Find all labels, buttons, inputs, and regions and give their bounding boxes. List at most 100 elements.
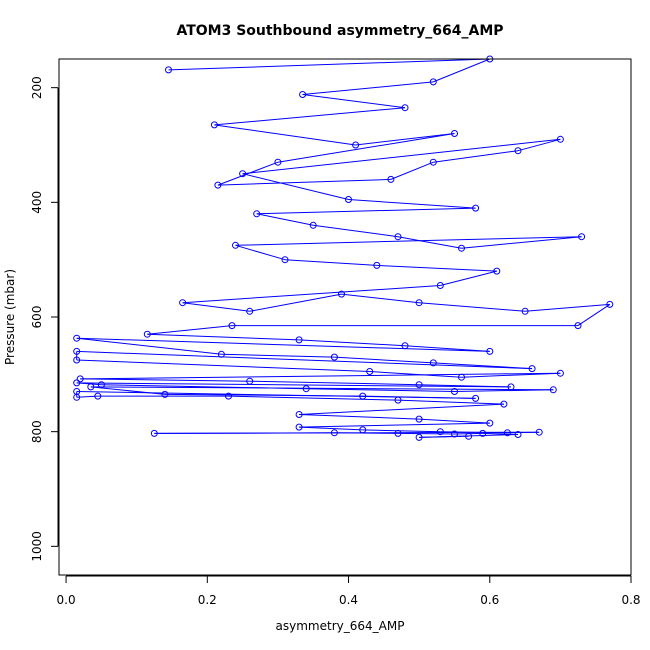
data-point [521, 307, 529, 315]
data-point [228, 322, 236, 330]
series-segment [76, 391, 476, 399]
data-point [210, 121, 218, 129]
data-point [179, 299, 187, 307]
series-segment [214, 107, 406, 126]
data-point [472, 394, 480, 402]
series-segment [249, 380, 420, 386]
data-point [274, 158, 282, 166]
data-point [479, 429, 487, 437]
data-point [394, 233, 402, 241]
data-point [76, 375, 84, 383]
data-point [578, 233, 586, 241]
series-segment [299, 403, 504, 415]
x-axis-title: asymmetry_664_AMP [276, 619, 405, 633]
data-point [246, 307, 254, 315]
series-segment [397, 399, 504, 405]
series-segment [376, 264, 497, 272]
series-segment [284, 259, 377, 266]
data-point [556, 135, 564, 143]
series-segment [249, 293, 342, 312]
series-segment [214, 124, 356, 146]
data-point [436, 428, 444, 436]
series-segment [228, 395, 399, 401]
series-segment [76, 359, 370, 372]
series-segment [221, 353, 335, 358]
series-segment [306, 388, 455, 392]
series-segment [577, 303, 611, 327]
y-tick-label: 400 [30, 191, 44, 214]
data-point [143, 330, 151, 338]
series-segment [76, 350, 533, 370]
data-point [253, 210, 261, 218]
series-segment [299, 414, 420, 420]
data-point [549, 386, 557, 394]
series-segment [256, 213, 314, 226]
data-point [458, 244, 465, 252]
y-axis-title: Pressure (mbar) [3, 269, 17, 365]
series-segment [313, 224, 399, 238]
series-segment [397, 236, 462, 249]
x-tick-label: 0.2 [198, 593, 217, 607]
series-segment [168, 58, 490, 71]
data-point [73, 379, 81, 387]
data-point [514, 147, 522, 155]
x-tick-label: 0.0 [57, 593, 76, 607]
data-point [415, 433, 423, 441]
data-point [472, 204, 480, 212]
data-point [165, 66, 172, 74]
series-segment [362, 429, 441, 433]
data-point [373, 261, 381, 269]
series-segment [235, 236, 582, 246]
data-point [507, 383, 515, 391]
x-tick-label: 0.8 [621, 593, 640, 607]
data-point [246, 377, 254, 385]
data-point [458, 373, 465, 381]
data-point [415, 381, 423, 389]
data-point [302, 385, 310, 393]
data-point [330, 429, 338, 437]
series-segment [419, 418, 490, 424]
series-segment [419, 302, 526, 312]
data-point [366, 368, 374, 375]
series-segment [76, 395, 98, 398]
y-tick-label: 800 [30, 420, 44, 443]
series-segment [235, 244, 286, 261]
series-segment [355, 133, 455, 146]
data-point [345, 196, 352, 203]
series-segment [76, 382, 512, 388]
data-point [352, 141, 360, 149]
data-point [239, 170, 247, 178]
data-point [387, 175, 395, 183]
series-segment [369, 371, 462, 378]
chart-title: ATOM3 Southbound asymmetry_664_AMP [176, 23, 503, 39]
data-point [295, 336, 303, 344]
series-segment [433, 150, 519, 163]
data-point [330, 353, 338, 361]
series-segment [242, 138, 561, 175]
series-segment [154, 432, 335, 434]
series-segment [525, 303, 610, 312]
data-point [232, 241, 239, 249]
data-point [429, 158, 437, 166]
series-segment [299, 339, 406, 347]
series-segment [182, 285, 441, 304]
data-point [556, 369, 564, 377]
data-point [97, 381, 105, 389]
series-segment [299, 422, 490, 428]
data-point [394, 396, 402, 404]
x-tick-label: 0.6 [480, 593, 499, 607]
data-point [359, 392, 367, 400]
series-segment [433, 58, 490, 83]
series-segment [217, 178, 391, 186]
data-point [401, 342, 409, 350]
series-segment [76, 382, 102, 386]
data-point [94, 392, 102, 400]
data-point [295, 423, 303, 431]
data-point [338, 290, 345, 298]
series-segment [302, 94, 406, 109]
series-segment [440, 270, 497, 286]
series-segment [334, 432, 399, 434]
data-point [436, 282, 444, 289]
data-point [500, 400, 508, 408]
series-segment [76, 337, 490, 352]
